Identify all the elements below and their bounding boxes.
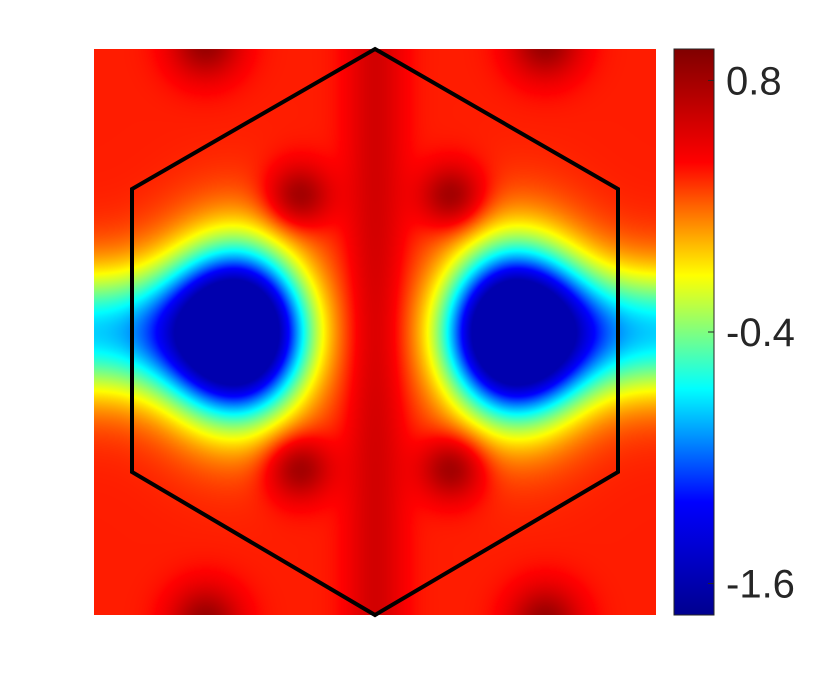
colorbar-tick-label: -0.4 [726, 311, 795, 355]
colorbar-tick-label: 0.8 [726, 59, 782, 103]
colorbar: 0.8 -0.4 -1.6 [673, 48, 795, 616]
colorbar-ticks: 0.8 -0.4 -1.6 [708, 59, 795, 607]
brillouin-zone-hexagon [130, 46, 620, 618]
colorbar-tick-label: -1.6 [726, 563, 795, 607]
heatmap-plot-area [94, 49, 656, 615]
heatmap-field [94, 49, 656, 615]
